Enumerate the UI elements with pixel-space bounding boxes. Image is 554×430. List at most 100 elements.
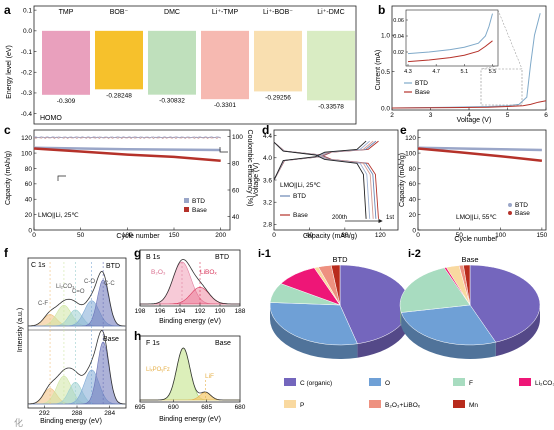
panel-e-ytick-label-2: 40 — [409, 197, 417, 204]
panel-h-axes: 695 690 685 680 — [135, 399, 246, 411]
panel-g-xtick-label-4: 190 — [215, 308, 226, 315]
panel-f-bottom-envelope — [28, 330, 126, 405]
panel-f-letter: f — [4, 246, 9, 260]
pie-base-slice-2 — [399, 267, 471, 313]
panel-f-peak-label-4: C-C — [104, 281, 115, 287]
legend-label-3: Li₂CO₃ — [535, 380, 554, 387]
panel-g-frame — [139, 249, 241, 307]
panel-f-peak-label-3: C-O — [84, 279, 95, 285]
panel-c-right-ytick-label-3: 100 — [232, 134, 243, 141]
panel-a: a Energy level (eV) 0.1 0.0 -0.1 -0.2 -0.3 -0… — [4, 3, 357, 125]
panel-b-xlabel: Voltage (V) — [457, 117, 492, 124]
panel-f-xlabel: Binding energy (eV) — [40, 418, 102, 425]
panel-b-legend-base: Base — [415, 89, 430, 96]
panel-d-legend-btd: BTD — [293, 193, 306, 200]
panel-b-inset-frame — [405, 9, 499, 67]
panel-c-xtick-label-1: 50 — [77, 232, 85, 239]
panel-a-ytick-label-2: -0.1 — [21, 49, 33, 56]
panel-h-peak2: LiF — [205, 373, 214, 380]
panel-b-ytick-label-0: 0.0 — [381, 105, 390, 112]
panel-a-bars: TMP -0.309 BOB⁻ -0.28248 DMC -0.30832 Li⁺-TMP -… — [42, 9, 355, 110]
panel-b-zoom-link-2 — [497, 9, 523, 70]
panel-c: c Capacity (mAh/g) Coulombic efficiency … — [4, 123, 253, 240]
panel-e-base-capacity — [417, 147, 543, 163]
panel-c-ytick-label-2: 40 — [25, 197, 33, 204]
bar-category-0: TMP — [59, 9, 74, 16]
panel-c-ytick-label-5: 100 — [21, 150, 32, 157]
panel-c-xtick-label-0: 0 — [32, 232, 36, 239]
panel-f-xtick-label-0: 292 — [39, 410, 50, 417]
panel-h: h F 1s Base LiₓPOᵧFz LiF 695 690 685 680 Bi… — [134, 329, 246, 423]
legend-swatch-1 — [369, 378, 381, 386]
panel-i-legend: C (organic) O F Li₂CO₃ P B₂O₃+LiBOₓ Mn — [284, 378, 554, 409]
bar-1 — [95, 30, 143, 90]
panel-g-peak2: LiBOₓ — [200, 269, 217, 276]
panel-d-axes: 0 40 80 120 2.8 3.2 3.6 4.0 4.4 — [263, 133, 386, 239]
panel-h-xtick-label-3: 680 — [235, 404, 246, 411]
pie-base — [399, 264, 541, 360]
panel-e-ytick-label-5: 100 — [405, 150, 416, 157]
panel-c-right-ytick-label-1: 60 — [232, 187, 240, 194]
panel-g-xtick-label-0: 198 — [135, 308, 146, 315]
panel-f-ylabel: Intensity (a.u.) — [17, 308, 24, 352]
panel-c-ytick-label-3: 60 — [25, 181, 33, 188]
pie-base-side-1-0 — [401, 312, 496, 360]
panel-d-xtick-label-1: 40 — [306, 232, 314, 239]
panel-d-ytick-label-0: 2.8 — [263, 222, 272, 229]
panel-c-ytick-label-1: 20 — [25, 212, 33, 219]
bar-category-2: DMC — [164, 9, 180, 16]
bar-0 — [42, 30, 90, 95]
bar-value-label-5: -0.33578 — [318, 103, 344, 110]
bar-category-4: Li⁺-BOB⁻ — [263, 9, 293, 16]
panel-e-btd-capacity — [417, 146, 542, 152]
panel-g-title: B 1s — [146, 254, 161, 261]
panel-d: d Voltage (V) Capacity (mAh/g) 0 40 80 120 2… — [253, 123, 399, 240]
panel-c-ce-btd — [33, 136, 221, 139]
panel-c-base-capacity — [33, 147, 221, 163]
panel-g-envelope — [140, 258, 240, 305]
panel-f-bottom-label: Base — [103, 336, 119, 343]
bar-value-label-2: -0.30832 — [159, 98, 185, 105]
panel-h-plot — [140, 347, 240, 401]
panel-f-axes: 292 288 284 — [39, 405, 115, 417]
panel-g-xtick-label-1: 196 — [155, 308, 166, 315]
panel-f-title: C 1s — [31, 262, 46, 269]
panel-e-xtick-label-2: 100 — [495, 232, 506, 239]
panel-c-ytick-label-6: 120 — [21, 135, 32, 142]
panel-c-lines — [33, 136, 221, 163]
legend-swatch-4 — [284, 400, 296, 408]
panel-e-xtick-label-1: 50 — [456, 232, 464, 239]
panel-g: g B 1s BTD B₂O₃ LiBOₓ 198 196 194 192 190 188… — [134, 246, 246, 325]
panel-g-plot — [140, 258, 240, 305]
pie-base-slice-6 — [463, 264, 471, 306]
panel-d-charge-curve-4 — [273, 140, 367, 181]
panel-d-charge-curve-1 — [273, 140, 377, 181]
panel-e-ytick-label-3: 60 — [409, 181, 417, 188]
panel-e-xlabel: Cycle number — [454, 236, 498, 243]
panel-d-xlabel: Capacity (mAh/g) — [303, 233, 357, 240]
panel-g-axes: 198 196 194 192 190 188 — [135, 303, 246, 315]
inset-xtick-label-3: 5.5 — [489, 69, 497, 75]
legend-label-0: C (organic) — [300, 380, 332, 387]
panel-i-2-letter: i-2 — [408, 248, 421, 260]
panel-i: i-1 i-2 BTD Base C (organic) O F Li₂CO₃ P B₂O… — [258, 248, 554, 409]
panel-e-lines — [417, 146, 543, 163]
bar-4 — [254, 30, 302, 92]
panel-d-ytick-label-3: 4.0 — [263, 155, 272, 162]
panel-c-legend-btd-marker — [184, 198, 189, 203]
panel-c-note: LMO||Li, 25℃ — [38, 212, 79, 219]
panel-b: b Current (mA) Voltage (V) 2 3 4 5 6 0.0 0.5 1.… — [375, 3, 548, 124]
legend-swatch-5 — [369, 400, 381, 408]
panel-b-base-line — [391, 100, 547, 109]
panel-g-letter: g — [134, 246, 141, 260]
panel-b-ylabel: Current (mA) — [375, 50, 382, 90]
panel-e-note: LMO||Li, 55℃ — [456, 214, 497, 221]
panel-d-letter: d — [262, 123, 269, 137]
bar-value-label-1: -0.28248 — [106, 92, 132, 99]
panel-g-peak1: B₂O₃ — [151, 269, 166, 276]
panel-e-ytick-label-4: 80 — [409, 166, 417, 173]
legend-label-1: O — [385, 380, 390, 387]
inset-ytick-label-1: 0.04 — [393, 34, 404, 40]
panel-a-ytick-label-0: 0.1 — [23, 7, 32, 14]
panel-d-xtick-label-3: 120 — [375, 232, 386, 239]
